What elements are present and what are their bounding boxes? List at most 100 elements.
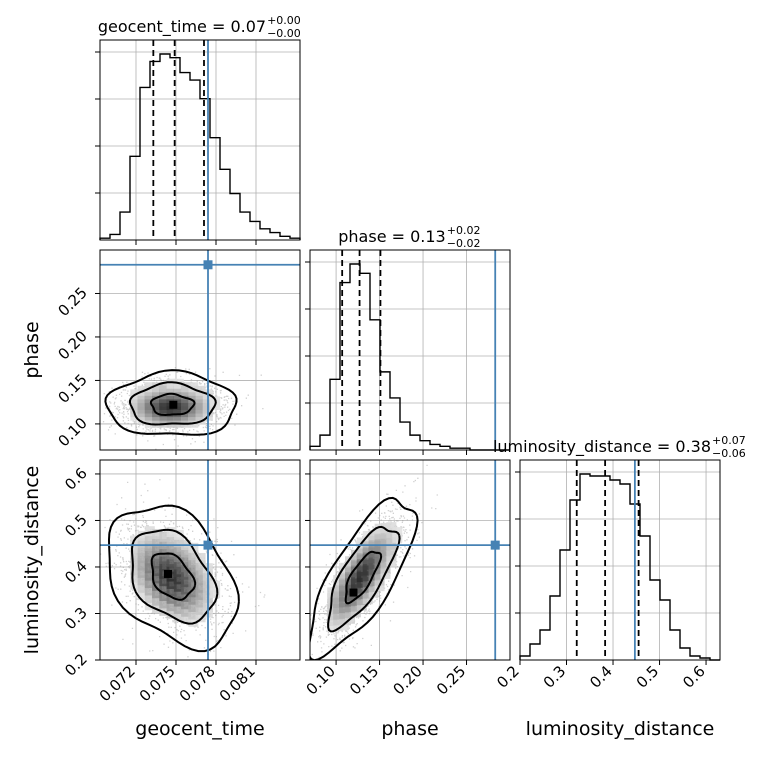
density-cell bbox=[166, 586, 177, 597]
density-cell bbox=[181, 614, 192, 625]
density-cell bbox=[339, 580, 350, 591]
density-cell bbox=[137, 553, 148, 564]
density-cell bbox=[350, 601, 361, 612]
density-cell bbox=[159, 591, 170, 602]
title-plus: +0.02 bbox=[447, 224, 481, 237]
density-cell bbox=[159, 598, 170, 609]
title-plus: +0.00 bbox=[267, 14, 301, 27]
density-cell bbox=[144, 526, 155, 537]
density-cell bbox=[362, 536, 373, 547]
y-tick-label: 0.3 bbox=[61, 604, 91, 634]
density-cell bbox=[327, 610, 338, 621]
y-tick-label: 0.4 bbox=[61, 557, 91, 587]
panel-frame bbox=[309, 249, 511, 451]
truth-marker bbox=[203, 540, 213, 550]
density-cell bbox=[137, 582, 148, 593]
density-cell bbox=[350, 555, 361, 566]
density-cell bbox=[166, 608, 177, 619]
density-cell bbox=[374, 552, 385, 563]
density-cell bbox=[152, 551, 163, 562]
density-cell bbox=[350, 595, 361, 606]
density-cell bbox=[368, 553, 379, 564]
density-cell bbox=[362, 571, 373, 582]
density-cell bbox=[144, 533, 155, 544]
density-cell bbox=[166, 378, 177, 389]
density-cell bbox=[144, 563, 155, 574]
density-cell bbox=[386, 527, 397, 538]
density-cell bbox=[137, 560, 148, 571]
density-cell bbox=[210, 580, 221, 591]
density-cell bbox=[130, 579, 141, 590]
density-cell bbox=[356, 566, 367, 577]
y-axis-label-luminosity_distance: luminosity_distance bbox=[21, 466, 43, 655]
density-cell bbox=[339, 574, 350, 585]
density-cell bbox=[152, 558, 163, 569]
y-tick-label: 0.25 bbox=[54, 284, 90, 320]
pair-panel-phase-luminosity_distance bbox=[305, 459, 511, 665]
pair-panel-geocent_time-phase bbox=[95, 249, 301, 455]
density-cell bbox=[210, 588, 221, 599]
x-tick-label: 0.10 bbox=[303, 662, 339, 698]
density-cell bbox=[166, 541, 177, 552]
density-cell bbox=[195, 552, 206, 563]
density-cell bbox=[380, 528, 391, 539]
x-axis-label-geocent_time: geocent_time bbox=[135, 718, 264, 740]
x-tick-label: 0.078 bbox=[176, 662, 219, 705]
density-cell bbox=[181, 382, 192, 393]
density-cell bbox=[195, 582, 206, 593]
y-tick-label: 0.2 bbox=[61, 650, 91, 680]
density-cell bbox=[356, 543, 367, 554]
density-cell bbox=[181, 554, 192, 565]
density-cell bbox=[356, 600, 367, 611]
density-cell bbox=[152, 580, 163, 591]
density-cell bbox=[333, 598, 344, 609]
density-cell bbox=[159, 382, 170, 393]
density-cell bbox=[152, 573, 163, 584]
density-cell bbox=[188, 550, 199, 561]
density-cell bbox=[345, 567, 355, 578]
density-cell bbox=[362, 553, 373, 564]
density-cell bbox=[374, 575, 385, 586]
x-tick-label: 0.6 bbox=[679, 662, 709, 692]
density-cell bbox=[130, 565, 141, 576]
x-tick-label: 0.20 bbox=[390, 662, 426, 698]
density-cell bbox=[356, 595, 367, 606]
contour-level bbox=[149, 392, 196, 417]
density-cell bbox=[380, 534, 391, 545]
density-cell bbox=[345, 562, 355, 573]
density-cell bbox=[181, 547, 192, 558]
density-cell bbox=[166, 564, 177, 575]
contour-level bbox=[107, 504, 240, 653]
hist-panel-luminosity_distance: luminosity_distance = 0.38 +0.07−0.06 bbox=[493, 434, 746, 665]
density-cell bbox=[130, 542, 141, 553]
density-layer bbox=[310, 464, 438, 660]
hist-panel-geocent_time: geocent_time = 0.07 +0.00−0.00 bbox=[95, 14, 301, 245]
density-cell bbox=[152, 543, 163, 554]
density-cell bbox=[339, 591, 350, 602]
density-cell bbox=[152, 528, 163, 539]
density-cell bbox=[368, 581, 379, 592]
density-cell bbox=[368, 587, 379, 598]
density-cell bbox=[195, 590, 206, 601]
density-cell bbox=[166, 593, 177, 604]
x-tick-label: 0.2 bbox=[493, 662, 523, 692]
density-cell bbox=[173, 544, 184, 555]
density-cell bbox=[181, 569, 192, 580]
density-cell bbox=[362, 594, 373, 605]
panel-title-luminosity_distance: luminosity_distance = 0.38 +0.07−0.06 bbox=[493, 434, 746, 460]
density-cell bbox=[374, 569, 385, 580]
density-cell bbox=[137, 545, 148, 556]
x-tick-label: 0.072 bbox=[96, 662, 139, 705]
density-cell bbox=[333, 621, 344, 632]
x-tick-label: 0.075 bbox=[136, 662, 179, 705]
density-cell bbox=[173, 589, 184, 600]
x-axis-label-luminosity_distance: luminosity_distance bbox=[526, 718, 715, 740]
density-cell bbox=[181, 577, 192, 588]
title-main: phase = 0.13 bbox=[338, 227, 445, 246]
title-main: geocent_time = 0.07 bbox=[98, 17, 266, 37]
density-cell bbox=[333, 575, 344, 586]
density-cell bbox=[173, 581, 184, 592]
contour-level bbox=[129, 381, 217, 426]
density-cell bbox=[386, 533, 397, 544]
density-cell bbox=[339, 597, 350, 608]
